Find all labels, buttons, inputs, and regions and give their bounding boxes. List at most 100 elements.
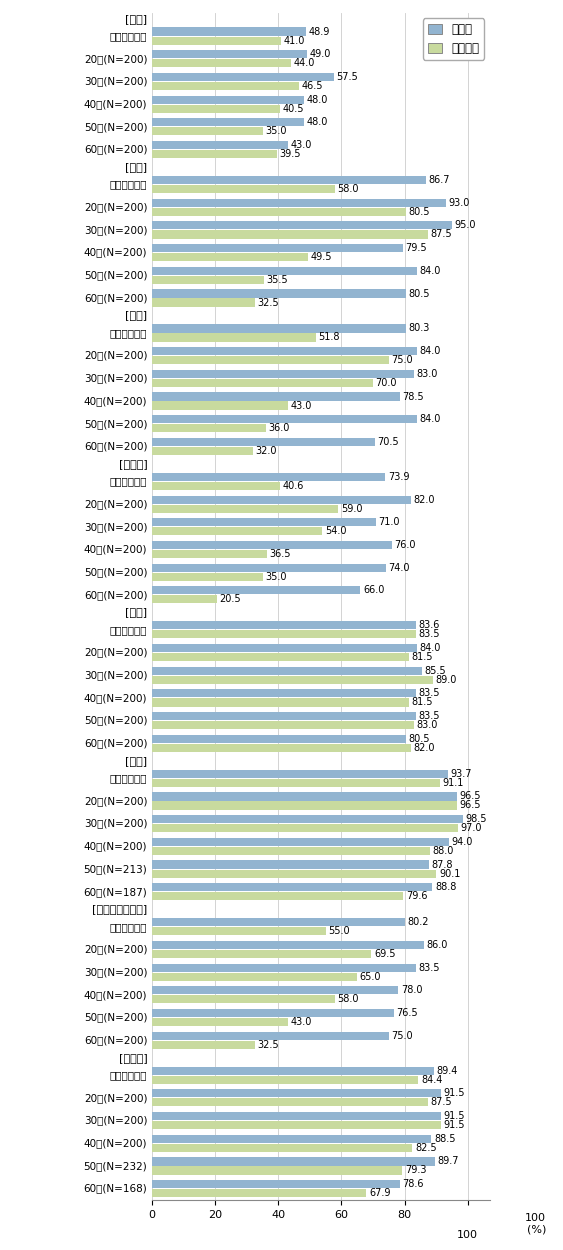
Bar: [152, 1166, 403, 1175]
Text: 78.0: 78.0: [401, 985, 422, 995]
Text: 50代(N=200): 50代(N=200): [84, 419, 148, 429]
Bar: [152, 36, 282, 45]
Text: 96.5: 96.5: [459, 791, 481, 801]
Text: 70.0: 70.0: [376, 378, 397, 388]
Text: 83.6: 83.6: [418, 620, 440, 630]
Text: 20代(N=200): 20代(N=200): [84, 54, 148, 64]
Bar: [152, 230, 428, 239]
Bar: [152, 972, 357, 981]
Bar: [152, 870, 436, 877]
Text: 89.7: 89.7: [437, 1156, 459, 1166]
Text: 76.5: 76.5: [396, 1008, 418, 1018]
Bar: [152, 290, 406, 298]
Bar: [152, 424, 266, 432]
Text: 44.0: 44.0: [293, 59, 315, 69]
Bar: [152, 438, 374, 446]
Bar: [152, 1031, 389, 1040]
Text: [韓国]: [韓国]: [125, 608, 148, 618]
Bar: [152, 28, 306, 36]
Text: 84.0: 84.0: [420, 642, 441, 652]
Text: 全体加重平均: 全体加重平均: [110, 625, 148, 635]
Text: 88.5: 88.5: [434, 1134, 455, 1144]
Bar: [152, 721, 414, 729]
Text: 83.5: 83.5: [418, 962, 440, 972]
Bar: [152, 266, 417, 275]
Bar: [152, 370, 414, 378]
Text: 全体加重平均: 全体加重平均: [110, 1070, 148, 1080]
Text: 87.8: 87.8: [432, 860, 453, 870]
Bar: [152, 276, 264, 284]
Text: 78.6: 78.6: [403, 1179, 424, 1189]
Text: 59.0: 59.0: [341, 504, 363, 514]
Text: 30代(N=200): 30代(N=200): [84, 76, 148, 86]
Bar: [152, 621, 416, 630]
Text: 87.5: 87.5: [431, 1098, 453, 1108]
Text: [オーストラリア]: [オーストラリア]: [92, 904, 148, 914]
Bar: [152, 964, 415, 971]
Text: 50代(N=213): 50代(N=213): [83, 864, 148, 874]
Bar: [152, 528, 323, 535]
Bar: [152, 1017, 288, 1026]
Text: 20.5: 20.5: [219, 595, 241, 605]
Bar: [152, 208, 406, 216]
Text: 39.5: 39.5: [279, 149, 301, 159]
Text: 74.0: 74.0: [388, 562, 410, 572]
Text: 79.5: 79.5: [405, 242, 427, 252]
Text: 20代(N=200): 20代(N=200): [84, 796, 148, 806]
Text: 30代(N=200): 30代(N=200): [84, 968, 148, 978]
Text: 48.0: 48.0: [306, 118, 328, 127]
Bar: [152, 348, 417, 355]
Text: 40代(N=200): 40代(N=200): [84, 396, 148, 406]
Bar: [152, 815, 463, 824]
Bar: [152, 735, 406, 742]
Text: 94.0: 94.0: [452, 836, 473, 846]
Text: 35.0: 35.0: [265, 571, 287, 581]
Text: 55.0: 55.0: [328, 926, 350, 936]
Text: 83.5: 83.5: [418, 689, 440, 699]
Text: 32.5: 32.5: [257, 298, 279, 308]
Bar: [152, 838, 449, 846]
Bar: [152, 244, 403, 252]
Text: 40代(N=200): 40代(N=200): [84, 248, 148, 258]
Bar: [152, 918, 405, 926]
Text: 78.5: 78.5: [403, 391, 424, 401]
Text: 76.0: 76.0: [395, 540, 416, 550]
Bar: [152, 884, 432, 891]
Bar: [152, 1144, 413, 1151]
Text: 30代(N=200): 30代(N=200): [84, 374, 148, 384]
Bar: [152, 541, 392, 549]
Text: 20代(N=200): 20代(N=200): [84, 202, 148, 212]
Bar: [152, 712, 415, 720]
Text: 50代(N=200): 50代(N=200): [84, 1013, 148, 1022]
Bar: [152, 1075, 418, 1084]
Text: [日本]: [日本]: [125, 14, 148, 24]
Text: 40.5: 40.5: [283, 104, 304, 114]
Bar: [152, 199, 445, 206]
Text: 81.5: 81.5: [412, 652, 434, 662]
Bar: [152, 299, 254, 306]
Text: 84.0: 84.0: [420, 414, 441, 424]
Text: 91.5: 91.5: [444, 1089, 465, 1099]
Bar: [152, 401, 288, 410]
Text: 30代(N=200): 30代(N=200): [84, 225, 148, 235]
Text: 86.7: 86.7: [428, 175, 450, 185]
Bar: [152, 1089, 441, 1098]
Text: 36.0: 36.0: [268, 424, 289, 434]
Bar: [152, 1189, 367, 1198]
Text: 50代(N=200): 50代(N=200): [84, 270, 148, 280]
Text: 全体加重平均: 全体加重平均: [110, 328, 148, 338]
Bar: [152, 392, 400, 400]
Bar: [152, 1180, 400, 1189]
Bar: [152, 50, 307, 59]
Text: 全体加重平均: 全体加重平均: [110, 31, 148, 41]
Text: 60代(N=200): 60代(N=200): [84, 590, 148, 600]
Bar: [152, 1099, 428, 1106]
Bar: [152, 846, 430, 855]
Text: 40代(N=200): 40代(N=200): [84, 693, 148, 703]
Bar: [152, 689, 415, 698]
Text: 20代(N=200): 20代(N=200): [84, 351, 148, 361]
Bar: [152, 127, 262, 135]
Text: 30代(N=200): 30代(N=200): [84, 670, 148, 680]
Text: 100: 100: [457, 1230, 478, 1240]
Text: 40代(N=200): 40代(N=200): [84, 841, 148, 851]
